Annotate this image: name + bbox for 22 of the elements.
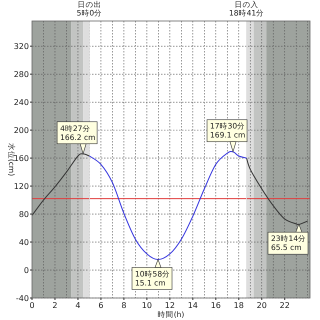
y-tick-label: 40 [18, 238, 29, 248]
y-tick-label: 120 [14, 182, 29, 192]
y-tick-label: 280 [14, 70, 29, 80]
x-tick-label: 10 [142, 301, 152, 310]
y-tick-label: -40 [16, 294, 29, 303]
y-tick-label: 240 [14, 98, 29, 108]
y-tick-label: 160 [14, 154, 29, 164]
y-tick-label: 320 [14, 42, 29, 52]
x-tick-label: 12 [164, 301, 175, 310]
x-tick-label: 8 [121, 301, 126, 310]
x-tick-label: 2 [52, 301, 58, 310]
x-tick-label: 18 [234, 301, 244, 310]
x-tick-label: 0 [29, 301, 35, 310]
x-tick-label: 16 [210, 301, 221, 310]
x-tick-label: 22 [280, 301, 290, 310]
x-tick-label: 20 [256, 301, 267, 310]
x-tick-label: 14 [188, 301, 198, 310]
x-tick-label: 6 [98, 301, 104, 310]
y-tick-label: 80 [18, 210, 29, 220]
y-tick-label: 0 [24, 266, 29, 276]
y-tick-label: 200 [14, 126, 29, 136]
x-tick-label: 4 [75, 301, 80, 310]
